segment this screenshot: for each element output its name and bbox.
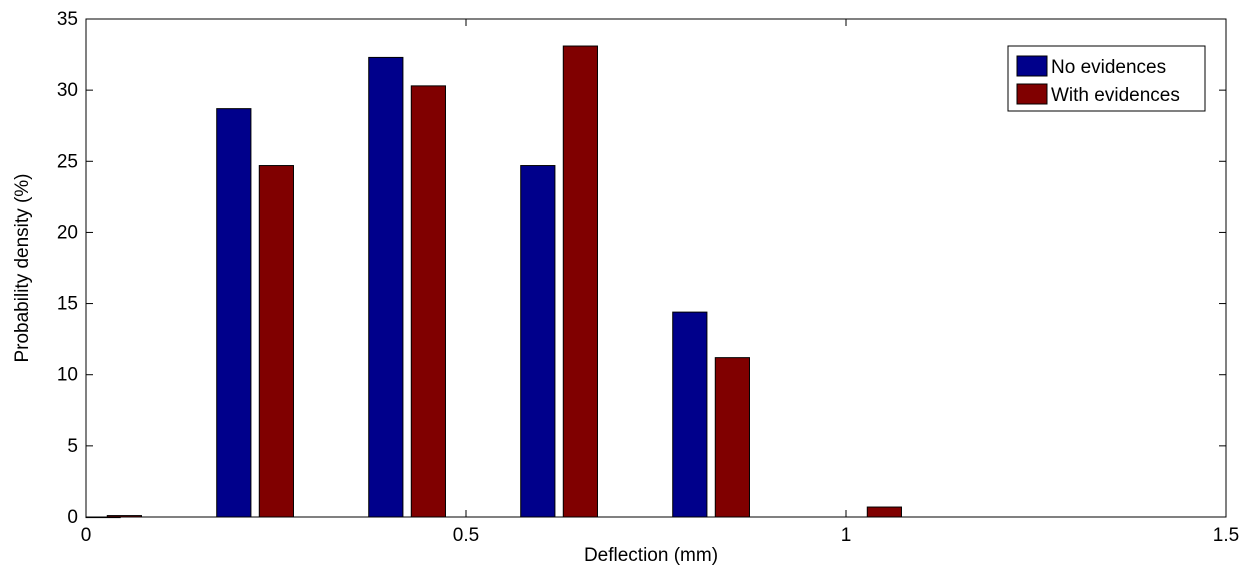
legend: No evidences With evidences [1007, 45, 1206, 112]
bar-series1-3 [520, 165, 556, 518]
bar-series2-2 [410, 85, 446, 518]
legend-label-series2: With evidences [1051, 85, 1180, 106]
y-tick-label: 0 [67, 507, 78, 528]
y-tick-label: 5 [67, 436, 78, 457]
x-tick-label: 0.5 [453, 525, 479, 546]
legend-swatch-series1 [1016, 55, 1048, 77]
x-tick-label: 0 [81, 525, 92, 546]
y-tick-label: 30 [57, 80, 78, 101]
legend-label-series1: No evidences [1051, 57, 1166, 78]
y-tick-label: 35 [57, 9, 78, 30]
bar-series1-2 [368, 56, 404, 518]
x-axis-label: Deflection (mm) [584, 545, 718, 566]
bar-series2-1 [258, 165, 294, 518]
bar-series2-5 [866, 506, 902, 518]
bar-series1-1 [216, 108, 252, 518]
y-tick-label: 25 [57, 151, 78, 172]
y-axis-label: Probability density (%) [12, 173, 33, 362]
axes-box [85, 18, 1227, 518]
bar-series2-3 [562, 45, 598, 518]
y-tick-label: 20 [57, 222, 78, 243]
y-tick-label: 10 [57, 365, 78, 386]
y-tick-label: 15 [57, 294, 78, 315]
legend-swatch-series2 [1016, 83, 1048, 105]
bar-series2-4 [714, 357, 750, 518]
bar-series1-4 [672, 311, 708, 518]
x-tick-label: 1.5 [1213, 525, 1239, 546]
x-tick-label: 1 [841, 525, 852, 546]
